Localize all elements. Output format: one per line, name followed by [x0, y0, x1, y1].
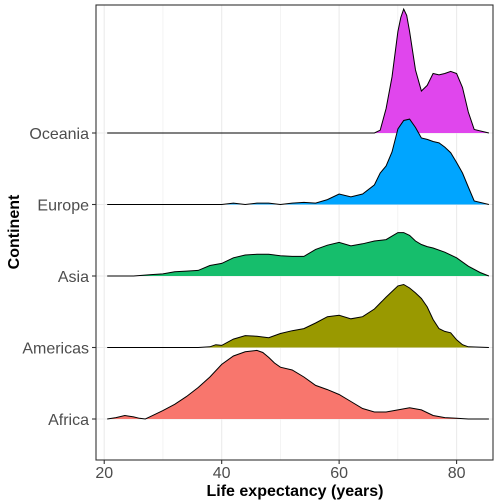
ridge-fill-americas [107, 284, 489, 348]
x-tick-label: 60 [330, 465, 348, 482]
ridge-outline-oceania [107, 7, 490, 134]
panel-border [95, 4, 494, 461]
y-tick-label: Asia [58, 269, 89, 286]
x-axis-title: Life expectancy (years) [207, 483, 384, 500]
ridge-fill-oceania [107, 9, 489, 134]
ridge-outline-asia [107, 232, 490, 277]
y-axis-ticks: Africa Americas Asia Europe Oceania [22, 126, 96, 429]
y-axis-title: Continent [6, 194, 23, 269]
ridge-outline-americas [107, 283, 489, 348]
y-tick-label: Oceania [29, 126, 89, 143]
ridge-fill-europe [107, 119, 489, 205]
x-tick-label: 40 [213, 465, 231, 482]
x-tick-label: 20 [95, 465, 113, 482]
y-tick-label: Africa [48, 412, 89, 429]
ridge-fill-asia [107, 232, 489, 276]
ridge-outline-africa [107, 349, 489, 420]
x-axis-ticks: 20 40 60 80 [95, 460, 466, 482]
ridge-fill-africa [107, 350, 489, 419]
ridge-outline-europe [107, 118, 490, 206]
y-tick-label: Europe [37, 198, 89, 215]
y-tick-label: Americas [22, 341, 89, 358]
x-tick-label: 80 [448, 465, 466, 482]
density-ridges [107, 7, 490, 420]
